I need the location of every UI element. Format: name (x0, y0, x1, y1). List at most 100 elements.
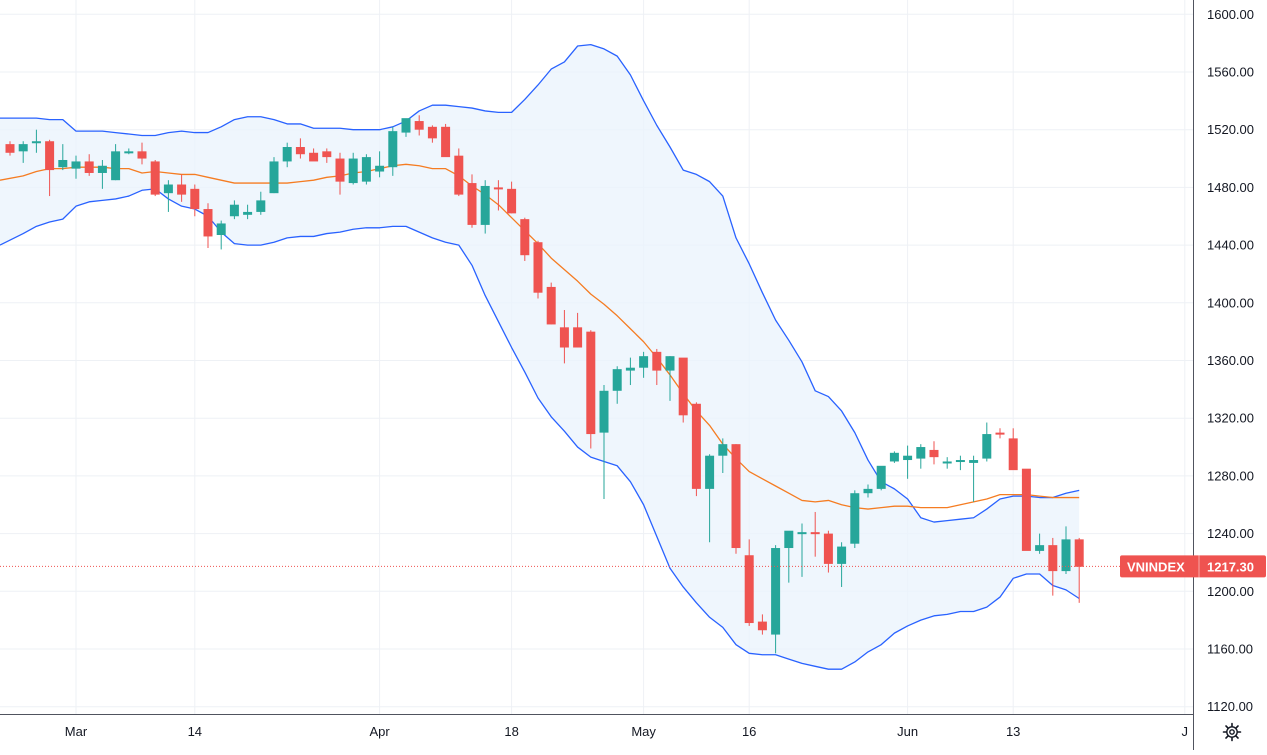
y-tick-label: 1280.00 (1207, 468, 1254, 483)
candle-body (533, 242, 543, 293)
candle-body (348, 158, 358, 184)
candle-body (837, 546, 847, 564)
candle-body (467, 183, 477, 225)
y-tick-label: 1320.00 (1207, 411, 1254, 426)
candle-body (309, 152, 319, 162)
candle-body (1008, 438, 1018, 471)
candle-body (71, 161, 81, 169)
y-tick-label: 1400.00 (1207, 295, 1254, 310)
candle-body (705, 455, 715, 489)
x-tick-label: 14 (188, 724, 202, 739)
candle-body (243, 211, 253, 215)
candle-body (216, 223, 226, 236)
candle-body (599, 390, 609, 433)
candle-body (995, 432, 1005, 435)
candle-body (916, 447, 926, 459)
candle-body (84, 161, 94, 173)
candle-body (771, 548, 781, 635)
last-price-value: 1217.30 (1207, 559, 1254, 574)
candle-body (969, 460, 979, 463)
candle-body (190, 188, 200, 210)
candle-body (876, 465, 886, 489)
candle-body (1061, 539, 1071, 572)
candle-body (163, 184, 173, 194)
x-tick-label: 18 (504, 724, 518, 739)
candle-body (823, 533, 833, 564)
candle-body (586, 331, 596, 435)
candle-body (810, 532, 820, 535)
candle-body (441, 126, 451, 158)
candle-body (229, 204, 239, 217)
candle-body (58, 159, 68, 168)
y-tick-label: 1600.00 (1207, 7, 1254, 22)
candle-body (678, 357, 688, 416)
candle-body (18, 144, 28, 152)
candle-body (718, 444, 728, 456)
candle-body (45, 141, 55, 171)
gear-icon (1222, 722, 1242, 742)
candle-body (454, 155, 464, 195)
candle-body (124, 151, 134, 154)
candle-body (573, 327, 583, 348)
bollinger-upper-line (0, 43, 1080, 523)
candle-body (295, 147, 305, 155)
y-tick-label: 1480.00 (1207, 180, 1254, 195)
y-tick-label: 1200.00 (1207, 584, 1254, 599)
candle-body (982, 434, 992, 459)
candle-body (665, 356, 675, 371)
candle-body (493, 187, 503, 190)
last-price-symbol: VNINDEX (1127, 559, 1185, 574)
candle-body (282, 147, 292, 162)
candle-body (520, 219, 530, 256)
candle-body (625, 367, 635, 371)
candle-body (797, 532, 807, 535)
candle-body (863, 488, 873, 494)
candle-body (203, 209, 213, 237)
candle-body (691, 403, 701, 489)
x-tick-label: Jun (897, 724, 918, 739)
bollinger-band-layer (0, 43, 1080, 670)
candle-body (850, 493, 860, 544)
x-tick-label: Apr (369, 724, 390, 739)
y-tick-label: 1440.00 (1207, 238, 1254, 253)
candle-body (335, 158, 345, 182)
bollinger-band-fill (0, 44, 1080, 670)
candle-body (1048, 545, 1058, 572)
candle-body (5, 144, 15, 153)
last-price-tag: VNINDEX 1217.30 (1120, 555, 1266, 578)
candle-body (1021, 468, 1031, 551)
y-tick-label: 1520.00 (1207, 122, 1254, 137)
candle-body (942, 461, 952, 464)
x-tick-label: May (631, 724, 656, 739)
candle-body (784, 530, 794, 549)
candle-body (652, 351, 662, 371)
candle-body (97, 165, 107, 173)
candle-body (639, 356, 649, 368)
candle-body (361, 157, 371, 182)
x-tick-label: 16 (742, 724, 756, 739)
y-tick-label: 1360.00 (1207, 353, 1254, 368)
bollinger-lower-line (0, 188, 1080, 670)
candle-body (546, 286, 556, 325)
candle-body (612, 369, 622, 391)
candle-body (1035, 545, 1045, 551)
candle-body (955, 460, 965, 463)
candle-body (757, 621, 767, 631)
candle-body (375, 165, 385, 172)
settings-button[interactable] (1215, 716, 1249, 748)
candle-body (177, 184, 187, 195)
bollinger-basis-line (0, 163, 1080, 510)
x-tick-label: Mar (65, 724, 88, 739)
candle-body (559, 327, 569, 348)
candle-body (929, 449, 939, 458)
candle-body (150, 161, 160, 195)
candle-body (31, 141, 41, 144)
y-tick-label: 1120.00 (1207, 699, 1253, 714)
candle-body (427, 126, 437, 139)
candle-body (731, 444, 741, 549)
candle-body (744, 555, 754, 624)
candle-body (507, 188, 517, 214)
candle-body (388, 131, 398, 168)
